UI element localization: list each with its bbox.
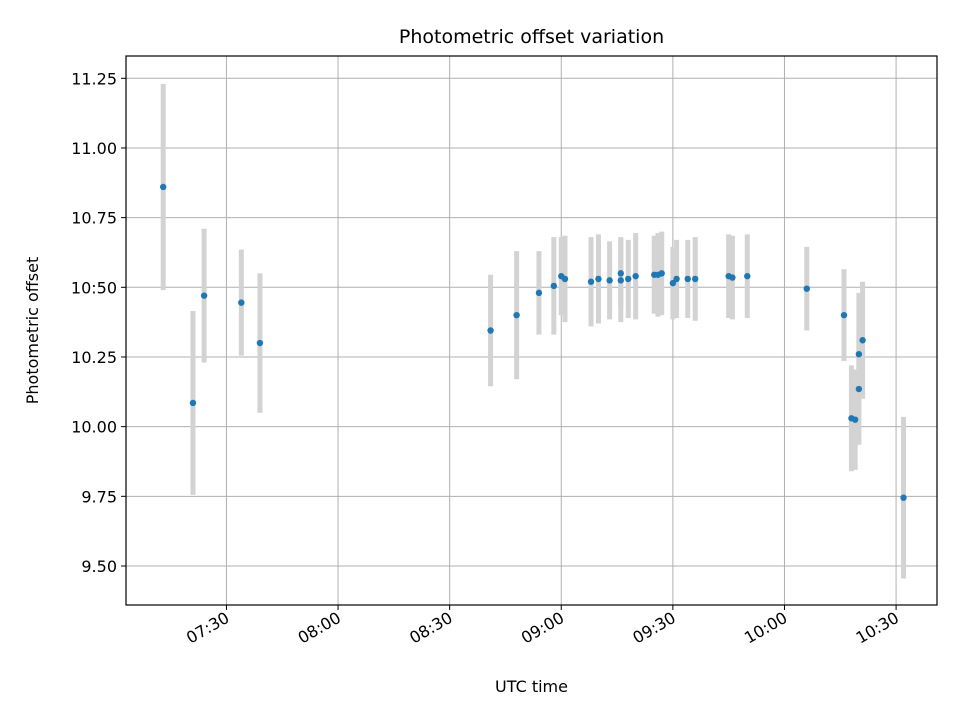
y-tick-label: 10.25 — [71, 348, 117, 367]
data-point — [669, 279, 677, 287]
data-point — [691, 275, 699, 283]
data-point — [840, 311, 848, 319]
data-point — [561, 275, 569, 283]
chart-title: Photometric offset variation — [399, 26, 664, 48]
data-point — [632, 272, 639, 280]
data-point — [658, 270, 665, 277]
plot-area-frame — [125, 55, 938, 606]
y-axis-ticks: 9.50 9.75 10.00 10.25 10:50 10.75 11.00 11.25 — [71, 69, 126, 576]
data-point — [238, 299, 245, 306]
data-point — [535, 289, 543, 297]
data-point — [487, 327, 494, 334]
data-point — [617, 270, 624, 277]
data-point — [855, 385, 863, 393]
data-point — [851, 416, 859, 423]
data-point — [606, 277, 613, 284]
y-tick-label: 9.50 — [81, 557, 117, 576]
data-point — [855, 350, 863, 358]
data-point — [200, 292, 208, 299]
data-point — [256, 339, 264, 347]
data-point — [744, 272, 751, 280]
x-axis-title: UTC time — [495, 677, 568, 696]
data-point — [189, 399, 197, 407]
y-tick-label: 10.75 — [71, 209, 117, 228]
y-tick-label: 10:50 — [71, 278, 117, 297]
y-tick-label: 11.00 — [71, 139, 117, 158]
data-point — [160, 183, 167, 191]
data-point — [684, 275, 691, 283]
y-axis-title: Photometric offset — [23, 257, 42, 405]
y-tick-label: 11.25 — [71, 69, 117, 88]
data-point — [595, 275, 602, 283]
data-point — [859, 337, 866, 344]
data-points — [160, 183, 907, 501]
data-point — [513, 311, 520, 319]
data-point — [550, 282, 558, 290]
data-point — [625, 275, 632, 283]
data-point — [803, 285, 810, 292]
data-point — [729, 274, 736, 281]
data-point — [900, 494, 907, 501]
y-tick-label: 9.75 — [81, 487, 117, 506]
data-point — [673, 275, 680, 283]
y-tick-label: 10.00 — [71, 418, 117, 437]
data-point — [587, 278, 595, 285]
data-point — [617, 277, 624, 284]
